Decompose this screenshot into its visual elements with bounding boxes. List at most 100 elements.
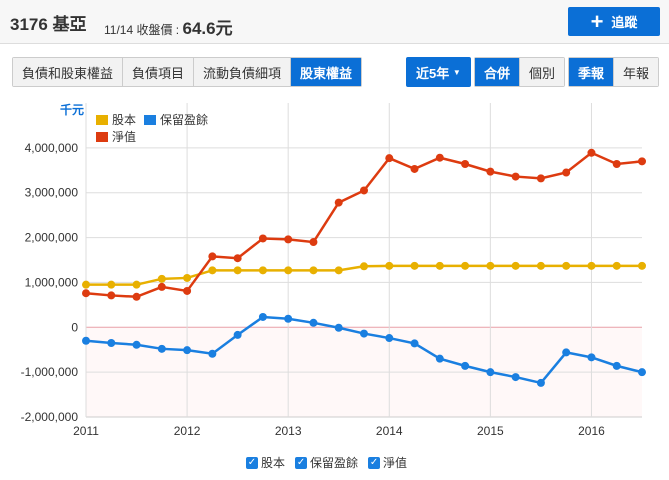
toggle-capital[interactable]: ✓ 股本 bbox=[246, 454, 285, 471]
data-point bbox=[132, 340, 141, 349]
date-label: 11/14 收盤價 : bbox=[104, 23, 180, 37]
data-point bbox=[82, 336, 90, 345]
tab-equity[interactable]: 股東權益 bbox=[291, 58, 362, 86]
data-point bbox=[536, 378, 545, 387]
x-tick-label: 2015 bbox=[477, 424, 504, 438]
legend-retained: 保留盈餘 bbox=[160, 113, 209, 127]
stock-title: 3176 基亞 bbox=[10, 15, 87, 34]
price-info: 11/14 收盤價 : 64.6元 bbox=[104, 14, 233, 39]
y-tick-label: 0 bbox=[71, 320, 78, 334]
data-point bbox=[511, 373, 520, 382]
follow-button[interactable]: + 追蹤 bbox=[568, 7, 660, 36]
data-point bbox=[612, 261, 621, 270]
toggle-networth[interactable]: ✓ 淨值 bbox=[368, 454, 407, 471]
toggle-retained[interactable]: ✓ 保留盈餘 bbox=[295, 454, 358, 471]
data-point bbox=[132, 292, 141, 301]
data-point bbox=[562, 261, 571, 270]
data-point bbox=[284, 314, 293, 323]
data-point bbox=[536, 261, 545, 270]
data-point bbox=[435, 261, 444, 270]
data-point bbox=[385, 261, 394, 270]
data-point bbox=[183, 273, 192, 282]
data-point bbox=[435, 153, 444, 162]
toggle-label: 保留盈餘 bbox=[310, 456, 359, 470]
close-price: 64.6元 bbox=[182, 19, 233, 38]
toggle-label: 淨值 bbox=[383, 456, 408, 470]
data-point bbox=[385, 334, 394, 343]
data-point bbox=[612, 160, 621, 169]
y-tick-label: 3,000,000 bbox=[25, 186, 79, 200]
data-point bbox=[360, 329, 368, 338]
data-point bbox=[410, 164, 419, 173]
data-point bbox=[334, 198, 343, 207]
data-point bbox=[334, 323, 343, 332]
data-point bbox=[461, 361, 470, 370]
data-point bbox=[562, 348, 571, 357]
checkbox-icon: ✓ bbox=[246, 456, 258, 469]
data-point bbox=[233, 330, 242, 339]
x-tick-label: 2014 bbox=[376, 424, 403, 438]
legend-swatch-networth bbox=[96, 131, 108, 142]
data-point bbox=[511, 261, 520, 270]
data-point bbox=[132, 280, 141, 289]
data-point bbox=[258, 266, 267, 275]
data-point bbox=[486, 261, 495, 270]
y-tick-label: 2,000,000 bbox=[25, 231, 79, 245]
x-tick-label: 2013 bbox=[275, 424, 302, 438]
data-point bbox=[309, 266, 318, 275]
legend: 股本 保留盈餘 bbox=[96, 111, 208, 128]
data-point bbox=[107, 280, 116, 289]
data-point bbox=[511, 172, 520, 181]
data-point bbox=[360, 186, 368, 195]
data-point bbox=[183, 286, 192, 295]
data-point bbox=[208, 266, 217, 275]
header: 3176 基亞 11/14 收盤價 : 64.6元 + 追蹤 bbox=[0, 0, 669, 44]
consolidated-button[interactable]: 合併 bbox=[475, 58, 521, 86]
toggle-label: 股本 bbox=[261, 456, 286, 470]
data-point bbox=[385, 154, 394, 163]
y-tick-label: 1,000,000 bbox=[25, 275, 79, 289]
data-point bbox=[410, 339, 419, 348]
data-point bbox=[435, 354, 444, 363]
tab-current-liabilities[interactable]: 流動負債細項 bbox=[194, 58, 292, 86]
tab-liabilities[interactable]: 負債項目 bbox=[123, 58, 195, 86]
data-point bbox=[562, 168, 571, 177]
data-point bbox=[284, 266, 293, 275]
range-select[interactable]: 近5年 ▼ bbox=[406, 57, 471, 87]
checkbox-icon: ✓ bbox=[368, 456, 381, 469]
data-point bbox=[157, 344, 166, 353]
legend-swatch-capital bbox=[96, 114, 108, 125]
data-point bbox=[486, 368, 495, 377]
series-toggles: ✓ 股本 ✓ 保留盈餘 ✓ 淨值 bbox=[246, 454, 407, 471]
range-dropdown[interactable]: 近5年 ▼ bbox=[407, 58, 470, 86]
data-point bbox=[612, 361, 621, 370]
range-label: 近5年 bbox=[416, 65, 450, 81]
annual-button[interactable]: 年報 bbox=[614, 58, 659, 86]
data-point bbox=[309, 318, 318, 327]
data-point bbox=[183, 346, 192, 355]
data-point bbox=[587, 148, 596, 157]
data-point bbox=[233, 254, 242, 263]
individual-button[interactable]: 個別 bbox=[520, 58, 565, 86]
y-tick-label: -1,000,000 bbox=[21, 365, 79, 379]
legend-networth: 淨值 bbox=[112, 130, 137, 144]
caret-down-icon: ▼ bbox=[452, 67, 461, 77]
y-tick-label: 4,000,000 bbox=[25, 141, 79, 155]
data-point bbox=[157, 274, 166, 283]
quarterly-button[interactable]: 季報 bbox=[569, 58, 615, 86]
data-point bbox=[208, 252, 217, 261]
data-point bbox=[107, 338, 116, 347]
data-point bbox=[233, 266, 242, 275]
data-point bbox=[638, 368, 646, 377]
data-point bbox=[360, 262, 368, 271]
x-tick-label: 2011 bbox=[73, 424, 99, 438]
legend-capital: 股本 bbox=[112, 113, 137, 127]
scope-toggle: 合併 個別 bbox=[474, 57, 566, 87]
y-tick-label: -2,000,000 bbox=[21, 410, 79, 424]
data-point bbox=[410, 261, 419, 270]
data-point bbox=[208, 349, 217, 358]
data-point bbox=[309, 238, 318, 247]
data-point bbox=[258, 234, 267, 243]
tab-liabilities-equity[interactable]: 負債和股東權益 bbox=[13, 58, 124, 86]
